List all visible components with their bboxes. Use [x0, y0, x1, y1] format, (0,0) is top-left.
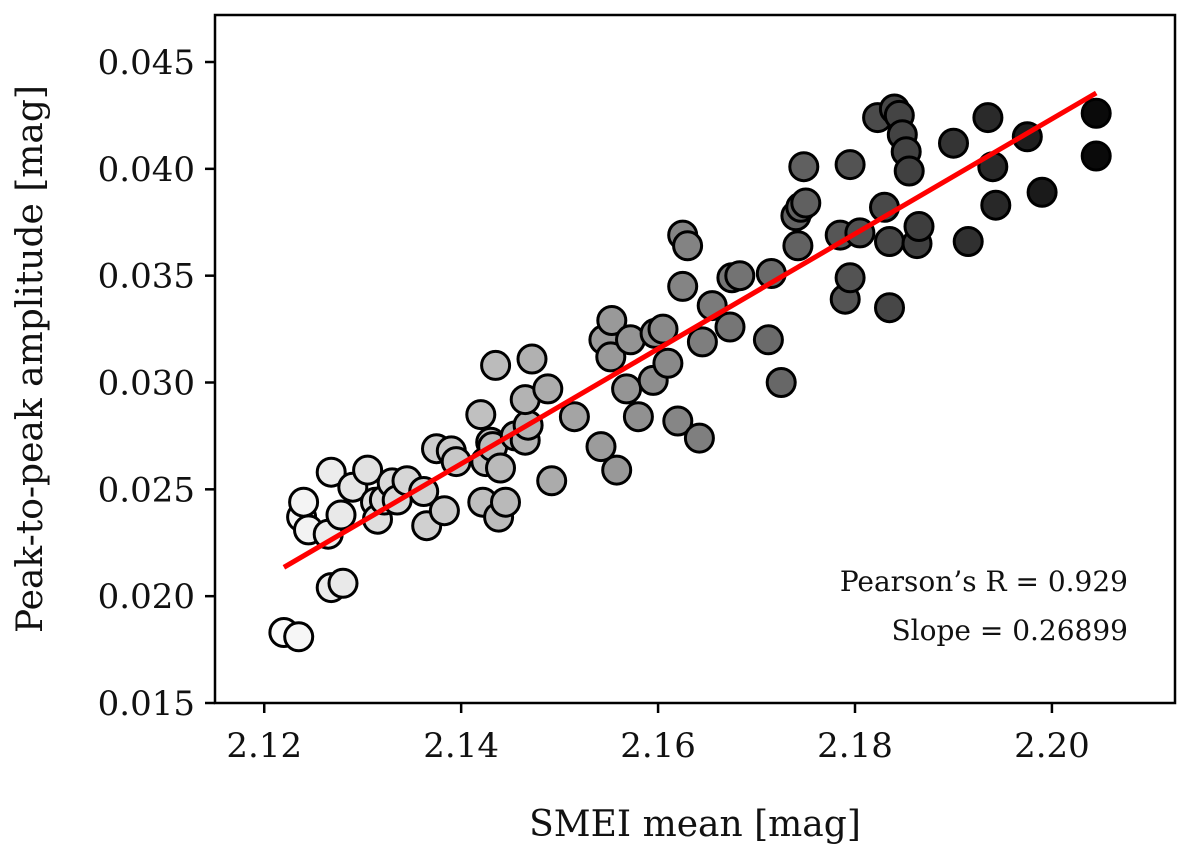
fit-line-layer: [282, 90, 1098, 570]
data-point: [662, 405, 694, 437]
y-axis-ticks: 0.015 0.020 0.025 0.030 0.035 0.040 0.045: [98, 43, 215, 724]
data-point: [652, 347, 684, 379]
x-tick-label: 2.12: [226, 726, 302, 766]
x-tick-label: 2.20: [1014, 726, 1090, 766]
x-tick-label: 2.16: [620, 726, 696, 766]
data-point: [585, 431, 617, 463]
regression-line: [282, 90, 1098, 570]
data-point: [1080, 97, 1112, 129]
data-point: [667, 270, 699, 302]
data-point: [714, 311, 746, 343]
points-layer: [268, 93, 1112, 653]
data-point: [903, 211, 935, 242]
y-tick-label: 0.035: [98, 257, 195, 297]
data-point: [327, 567, 359, 599]
data-point: [490, 486, 521, 518]
y-tick-label: 0.030: [98, 364, 195, 404]
data-point: [622, 401, 654, 433]
data-point: [595, 341, 627, 373]
data-point: [834, 262, 866, 294]
data-point: [428, 495, 460, 527]
data-point: [782, 230, 814, 262]
data-point: [980, 189, 1012, 221]
data-point: [765, 367, 797, 398]
data-point: [611, 373, 643, 405]
data-point: [952, 226, 984, 257]
data-point: [532, 373, 564, 405]
data-point: [315, 456, 347, 488]
data-point: [893, 155, 925, 187]
data-point: [325, 499, 357, 531]
x-axis-label: SMEI mean [mag]: [529, 804, 861, 845]
data-point: [788, 151, 820, 183]
data-point: [724, 260, 756, 292]
data-point: [485, 452, 516, 484]
data-point: [536, 465, 568, 497]
slope-annotation: Slope = 0.26899: [891, 614, 1128, 647]
x-tick-label: 2.14: [423, 726, 499, 766]
y-tick-label: 0.045: [98, 43, 195, 83]
data-point: [352, 454, 384, 486]
pearson-annotation: Pearson’s R = 0.929: [840, 565, 1128, 598]
data-point: [874, 226, 905, 257]
data-point: [1026, 176, 1058, 208]
data-point: [558, 401, 590, 433]
data-point: [683, 422, 715, 454]
data-point: [596, 305, 628, 336]
data-point: [480, 349, 512, 381]
data-point: [283, 621, 315, 653]
x-tick-label: 2.18: [817, 726, 893, 766]
plot-frame: [213, 13, 1177, 705]
x-axis-ticks: 2.12 2.14 2.16 2.18 2.20: [226, 703, 1090, 766]
data-point: [686, 326, 718, 358]
y-tick-label: 0.040: [98, 150, 195, 190]
data-point: [465, 399, 497, 431]
data-point: [516, 343, 548, 375]
data-point: [938, 127, 969, 159]
data-point: [752, 324, 784, 356]
data-point: [834, 149, 866, 181]
data-point: [672, 230, 704, 262]
y-axis-label: Peak-to-peak amplitude [mag]: [10, 85, 51, 633]
y-tick-label: 0.025: [98, 470, 195, 510]
data-point: [790, 187, 822, 219]
data-point: [874, 292, 905, 324]
data-point: [972, 102, 1004, 134]
data-point: [1080, 140, 1112, 172]
y-tick-label: 0.015: [98, 684, 195, 724]
y-tick-label: 0.020: [98, 577, 195, 617]
data-point: [601, 454, 633, 486]
data-point: [288, 486, 320, 518]
